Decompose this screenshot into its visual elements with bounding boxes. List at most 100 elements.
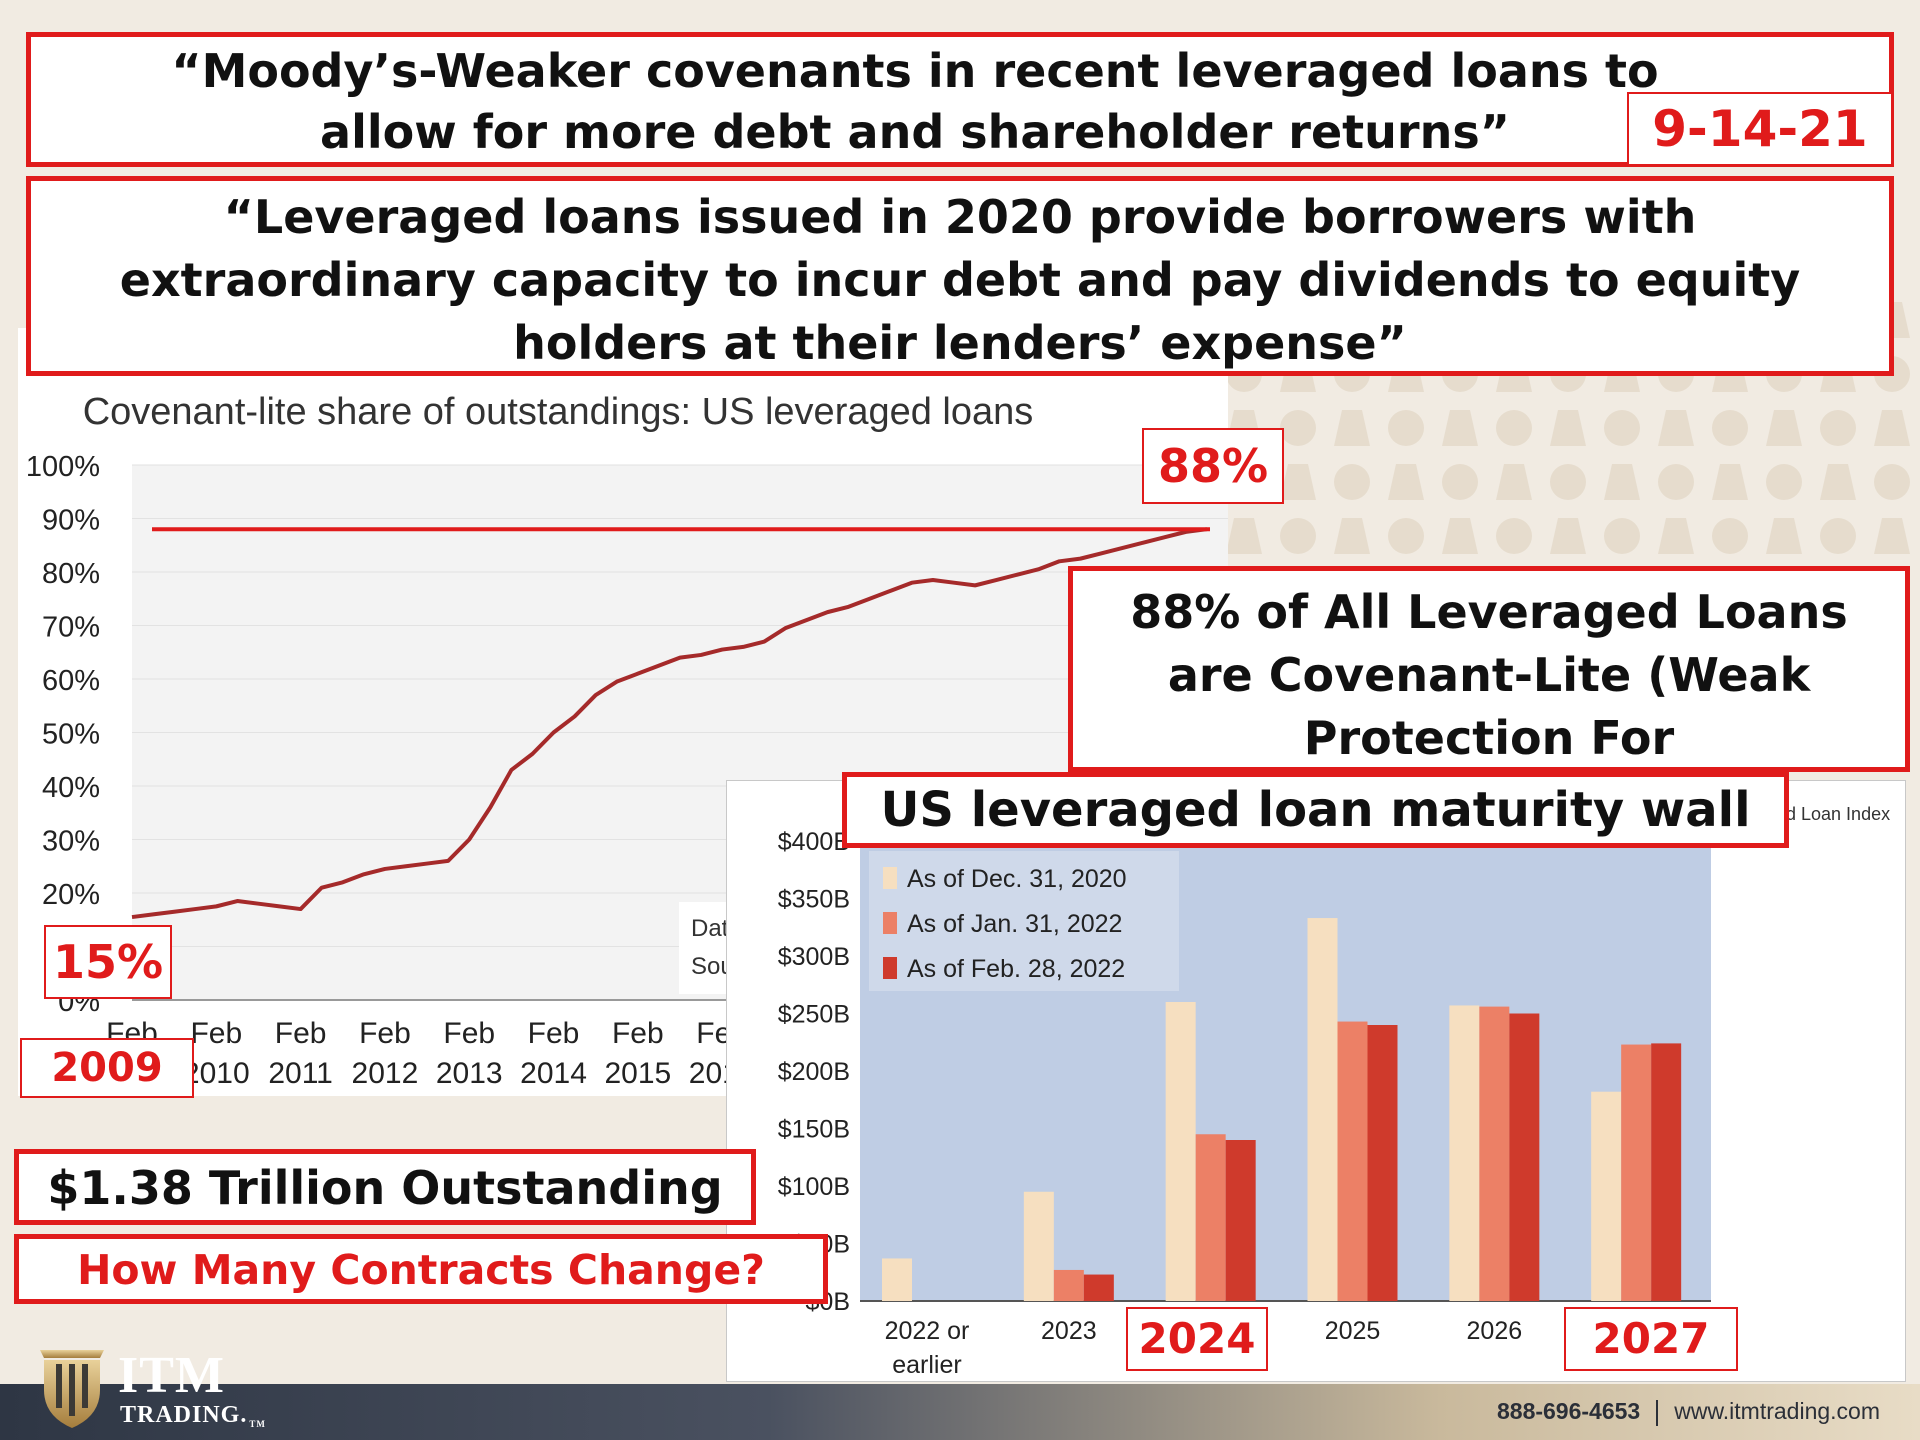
x-tick-label: Feb: [275, 1017, 327, 1050]
logo-name: ITM: [118, 1347, 225, 1404]
data-note-line: Dat: [691, 915, 729, 942]
y-tick-label: 30%: [42, 826, 100, 858]
footer-contact: 888-696-4653 www.itmtrading.com: [1497, 1398, 1880, 1426]
bg-dot: [1820, 518, 1856, 554]
tag-2024-text: 2024: [1138, 1314, 1256, 1363]
date-tag: 9-14-21: [1627, 92, 1893, 166]
legend-swatch-1: [883, 912, 897, 934]
x-tick-label: 2015: [604, 1057, 671, 1090]
y-tick-label: 20%: [42, 879, 100, 911]
bar-y-tick-label: $250B: [778, 1001, 850, 1029]
x-tick-label: Feb: [190, 1017, 242, 1050]
bg-dot: [1334, 464, 1370, 500]
bg-dot: [1712, 518, 1748, 554]
legend-label-2: As of Feb. 28, 2022: [907, 955, 1125, 983]
loan-index-fragment: d Loan Index: [1786, 804, 1891, 824]
tag-2027: 2027: [1564, 1307, 1738, 1371]
bar-4-2: [1509, 1013, 1540, 1301]
bg-trapezoid: [1280, 464, 1316, 500]
bg-trapezoid: [1226, 518, 1262, 554]
bg-trapezoid: [1766, 518, 1802, 554]
bar-y-tick-label: $350B: [778, 886, 850, 914]
bg-trapezoid: [1388, 464, 1424, 500]
bar-3-1: [1337, 1021, 1368, 1301]
bar-y-tick-label: $100B: [778, 1173, 850, 1201]
itm-trading-logo: ITM TRADING. TM: [36, 1344, 266, 1434]
bg-trapezoid: [1496, 464, 1532, 500]
bg-trapezoid: [1550, 518, 1586, 554]
legend-swatch-2: [883, 957, 897, 979]
bg-dot: [1820, 410, 1856, 446]
date-tag-text: 9-14-21: [1652, 100, 1868, 158]
bar-5-0: [1591, 1091, 1622, 1301]
bg-trapezoid: [1550, 410, 1586, 446]
bg-trapezoid: [1442, 518, 1478, 554]
logo-sub: TRADING. TM: [120, 1402, 266, 1429]
legend-label-0: As of Dec. 31, 2020: [907, 865, 1127, 893]
bar-5-1: [1621, 1044, 1652, 1301]
footer-url[interactable]: www.itmtrading.com: [1674, 1398, 1880, 1424]
x-tick-label: Feb: [528, 1017, 580, 1050]
bg-trapezoid: [1604, 464, 1640, 500]
bg-trapezoid: [1334, 518, 1370, 554]
maturity-wall-title: US leveraged loan maturity wall: [880, 782, 1751, 838]
question-text: How Many Contracts Change?: [77, 1246, 765, 1294]
bg-trapezoid: [1658, 410, 1694, 446]
bg-dot: [1658, 464, 1694, 500]
tag-2009: 2009: [20, 1038, 194, 1098]
footer-phone[interactable]: 888-696-4653: [1496, 1398, 1641, 1424]
maturity-wall-bar-chart: $400B$350B$300B$250B$200B$150B$100B$50B$…: [778, 828, 1711, 1379]
headline-moodys-text: “Moody’s-Weaker covenants in recent leve…: [171, 44, 1659, 159]
bar-category-label: 2023: [1041, 1317, 1097, 1345]
bg-dot: [1766, 464, 1802, 500]
bar-1-2: [1083, 1274, 1114, 1301]
tag-15-text: 15%: [52, 935, 164, 989]
bar-1-0: [1023, 1191, 1054, 1301]
tag-2009-text: 2009: [51, 1045, 163, 1091]
y-tick-label: 90%: [42, 505, 100, 537]
bg-dot: [1496, 410, 1532, 446]
bar-chart-panel: $400B$350B$300B$250B$200B$150B$100B$50B$…: [726, 780, 1906, 1382]
logo-tm: TM: [249, 1419, 266, 1429]
bg-trapezoid: [1658, 518, 1694, 554]
bar-0-0: [882, 1258, 912, 1301]
bg-trapezoid: [1874, 518, 1910, 554]
y-tick-label: 50%: [42, 719, 100, 751]
bar-2-2: [1225, 1140, 1256, 1301]
covenant-lite-callout: 88% of All Leveraged Loans are Covenant-…: [1068, 566, 1910, 772]
y-tick-label: 80%: [42, 558, 100, 590]
tag-2024: 2024: [1126, 1307, 1268, 1371]
x-tick-label: Feb: [443, 1017, 495, 1050]
bg-dot: [1280, 410, 1316, 446]
x-tick-label: 2013: [436, 1057, 503, 1090]
x-tick-label: Feb: [612, 1017, 664, 1050]
bg-dot: [1874, 464, 1910, 500]
tag-88-percent: 88%: [1142, 428, 1284, 504]
bar-4-0: [1449, 1005, 1480, 1301]
y-tick-label: 70%: [42, 612, 100, 644]
bg-dot: [1442, 464, 1478, 500]
bar-1-1: [1053, 1269, 1084, 1301]
bg-trapezoid: [1712, 464, 1748, 500]
bar-category-label: 2025: [1325, 1317, 1381, 1345]
x-tick-label: 2010: [183, 1057, 250, 1090]
x-tick-label: Feb: [359, 1017, 411, 1050]
tag-88-text: 88%: [1157, 439, 1269, 493]
bg-trapezoid: [1442, 410, 1478, 446]
bg-dot: [1712, 410, 1748, 446]
bg-dot: [1604, 410, 1640, 446]
outstanding-text: $1.38 Trillion Outstanding: [47, 1161, 723, 1215]
bar-y-tick-label: $150B: [778, 1116, 850, 1144]
tag-2027-text: 2027: [1592, 1314, 1710, 1363]
bg-dot: [1550, 464, 1586, 500]
bar-5-2: [1651, 1043, 1682, 1301]
logo-emblem-icon: [40, 1350, 104, 1428]
tag-15-percent: 15%: [44, 925, 172, 999]
headline-leveraged-box: “Leveraged loans issued in 2020 provide …: [26, 176, 1894, 376]
bar-2-1: [1195, 1134, 1226, 1301]
y-tick-label: 40%: [42, 772, 100, 804]
bar-3-0: [1307, 918, 1338, 1301]
covenant-lite-callout-text: 88% of All Leveraged Loans are Covenant-…: [1130, 585, 1848, 765]
bar-category-label: 2022 or: [885, 1317, 970, 1345]
headline-leveraged-text: “Leveraged loans issued in 2020 provide …: [119, 190, 1801, 370]
